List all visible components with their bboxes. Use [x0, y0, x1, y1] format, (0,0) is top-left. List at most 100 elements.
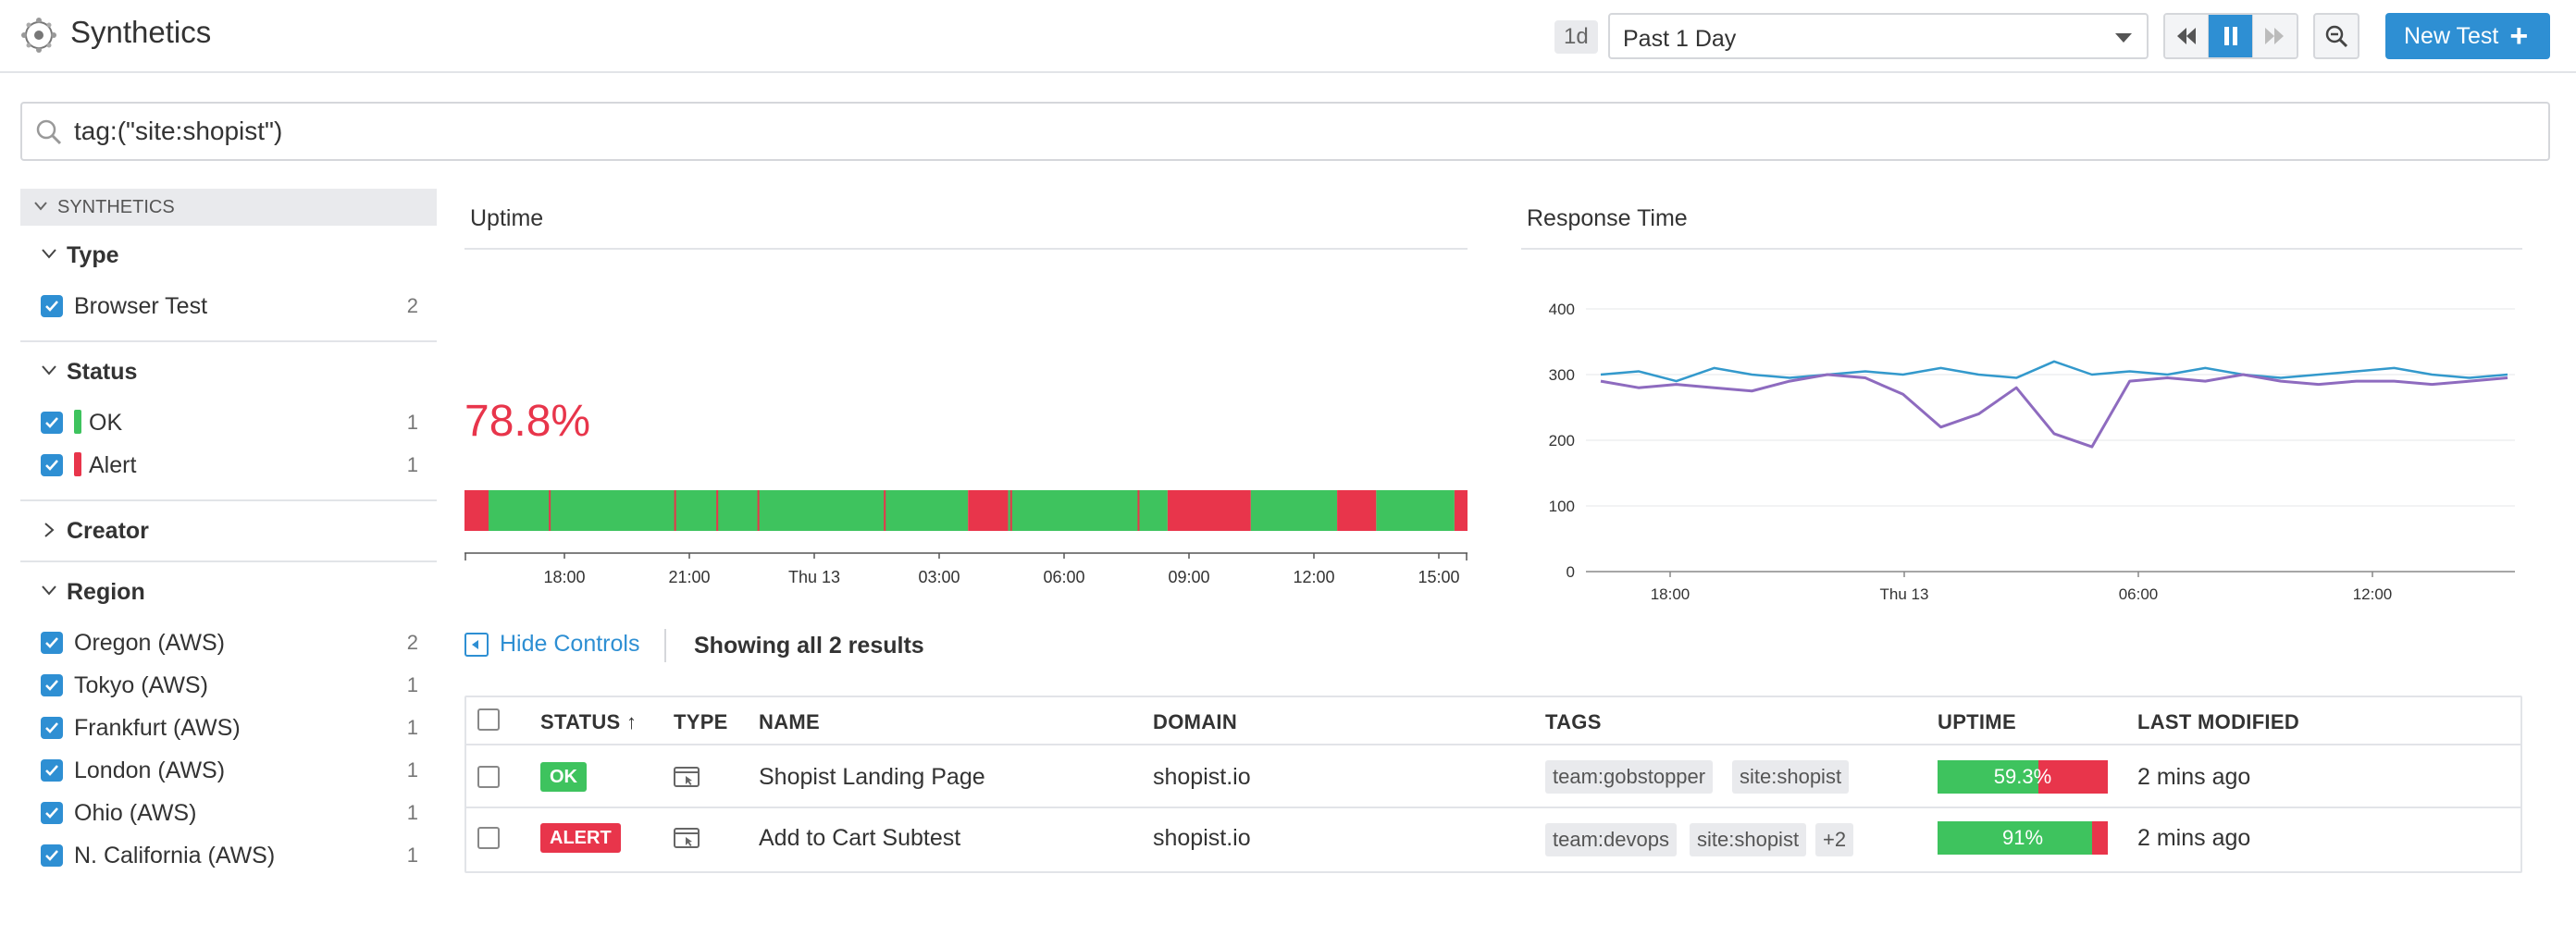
table-row[interactable]: OK Shopist Landing Page shopist.io team:… [466, 745, 2520, 808]
controls-divider [664, 629, 666, 662]
facet-header-type[interactable]: Type [20, 226, 437, 285]
time-range-select[interactable]: Past 1 Day [1608, 13, 2149, 59]
facet-item-region[interactable]: London (AWS) 1 [20, 749, 437, 792]
response-time-panel-title: Response Time [1527, 205, 1688, 231]
column-header-uptime[interactable]: UPTIME [1938, 710, 2016, 733]
row-checkbox[interactable] [477, 766, 500, 788]
fast-forward-icon [2265, 28, 2285, 44]
checkmark-icon [45, 722, 58, 733]
response-time-chart: 0 100 200 300 400 18:00 Thu 13 06:00 12:00 [1549, 301, 2515, 603]
facet-item-browser-test[interactable]: Browser Test 2 [20, 285, 437, 327]
facet-item-region[interactable]: Tokyo (AWS) 1 [20, 664, 437, 707]
facet-item-status-ok[interactable]: OK 1 [20, 401, 437, 444]
select-all-checkbox[interactable] [477, 708, 500, 731]
uptime-axis-tick-label: 03:00 [918, 568, 960, 586]
chevron-down-icon [34, 202, 47, 211]
facet-item-label-wrap: OK [74, 410, 122, 437]
checkbox-checked[interactable] [41, 717, 63, 739]
pause-button[interactable] [2209, 15, 2253, 57]
uptime-axis-tick-label: 06:00 [1043, 568, 1084, 586]
checkbox-checked[interactable] [41, 454, 63, 476]
facet-item-count: 1 [406, 453, 418, 476]
uptime-text: 59.3% [1993, 765, 2052, 788]
response-series-line [1600, 373, 2508, 449]
uptime-panel-title: Uptime [470, 205, 544, 231]
test-name[interactable]: Shopist Landing Page [759, 764, 985, 790]
column-header-domain[interactable]: DOMAIN [1153, 710, 1238, 733]
response-y-tick-label: 100 [1549, 498, 1575, 515]
uptime-panel-divider [464, 248, 1468, 250]
hide-controls-link[interactable]: Hide Controls [464, 631, 639, 658]
facet-item-region[interactable]: Ohio (AWS) 1 [20, 792, 437, 834]
checkmark-icon [45, 417, 58, 428]
checkbox-checked[interactable] [41, 295, 63, 317]
checkbox-checked[interactable] [41, 412, 63, 434]
facet-item-count: 1 [406, 844, 418, 867]
uptime-axis-tick-label: 18:00 [543, 568, 585, 586]
checkbox-checked[interactable] [41, 844, 63, 867]
checkmark-icon [45, 765, 58, 776]
column-header-name[interactable]: NAME [759, 710, 820, 733]
facet-item-count: 1 [406, 673, 418, 696]
table-row[interactable]: ALERT Add to Cart Subtest shopist.io tea… [466, 808, 2520, 871]
tag-chip[interactable]: team:devops [1545, 823, 1677, 856]
facet-header-status[interactable]: Status [20, 342, 437, 401]
collapse-panel-icon [464, 632, 489, 657]
rewind-icon [2177, 28, 2197, 44]
facet-header-creator[interactable]: Creator [20, 501, 437, 560]
zoom-out-button[interactable] [2313, 13, 2359, 59]
tag-chip[interactable]: site:shopist [1732, 760, 1850, 794]
uptime-axis-tick-label: Thu 13 [788, 568, 840, 586]
facet-sidebar: SYNTHETICS Type Browser Test 2 Status OK… [20, 189, 437, 936]
fast-forward-button[interactable] [2252, 15, 2297, 57]
tag-chip[interactable]: site:shopist [1690, 823, 1807, 856]
facet-item-region[interactable]: N. California (AWS) 1 [20, 834, 437, 877]
uptime-alert-tick [549, 490, 551, 531]
row-checkbox[interactable] [477, 827, 500, 849]
checkmark-icon [45, 850, 58, 861]
tag-chip-more[interactable]: +2 [1815, 823, 1854, 856]
last-modified: 2 mins ago [2137, 764, 2251, 790]
status-badge: ALERT [540, 823, 621, 853]
test-name[interactable]: Add to Cart Subtest [759, 825, 961, 851]
checkbox-checked[interactable] [41, 632, 63, 654]
chevron-right-icon [44, 523, 55, 537]
facet-title: Status [67, 358, 138, 385]
search-input[interactable] [74, 117, 2480, 146]
checkbox-checked[interactable] [41, 759, 63, 782]
column-header-last-modified[interactable]: LAST MODIFIED [2137, 710, 2300, 733]
uptime-alert-tick [1137, 490, 1140, 531]
checkbox-checked[interactable] [41, 802, 63, 824]
tag-chip[interactable]: team:gobstopper [1545, 760, 1714, 794]
response-y-tick-label: 400 [1549, 301, 1575, 318]
sort-ascending-icon: ↑ [625, 710, 638, 733]
checkmark-icon [45, 637, 58, 648]
status-ok-swatch [74, 410, 81, 434]
response-series-line [1600, 360, 2508, 383]
search-bar [20, 102, 2550, 161]
search-icon [36, 119, 62, 145]
facet-item-status-alert[interactable]: Alert 1 [20, 444, 437, 486]
response-x-tick-label: 06:00 [2119, 585, 2159, 603]
rewind-button[interactable] [2165, 15, 2210, 57]
column-header-status[interactable]: STATUS ↑ [540, 710, 637, 734]
uptime-segment-alert [1454, 490, 1468, 531]
checkbox-checked[interactable] [41, 674, 63, 696]
column-header-tags[interactable]: TAGS [1545, 710, 1602, 733]
facet-item-region[interactable]: Frankfurt (AWS) 1 [20, 707, 437, 749]
column-header-label: STATUS [540, 710, 621, 733]
browser-test-icon [674, 767, 700, 787]
facet-header-region[interactable]: Region [20, 562, 437, 622]
uptime-ok-fill [1938, 760, 2039, 794]
facet-root-label: SYNTHETICS [57, 196, 175, 217]
facet-group-creator: Creator [20, 501, 437, 562]
new-test-button[interactable]: New Test + [2385, 13, 2550, 59]
top-bar: Synthetics 1d Past 1 Day [0, 0, 2576, 73]
facet-item-region[interactable]: Oregon (AWS) 2 [20, 622, 437, 664]
column-header-type[interactable]: TYPE [674, 710, 728, 733]
facet-root-synthetics[interactable]: SYNTHETICS [20, 189, 437, 226]
facet-item-count: 1 [406, 716, 418, 739]
uptime-segment-ok [1008, 490, 1168, 531]
uptime-timeline [464, 490, 1468, 531]
facet-item-label: Browser Test [74, 293, 208, 319]
